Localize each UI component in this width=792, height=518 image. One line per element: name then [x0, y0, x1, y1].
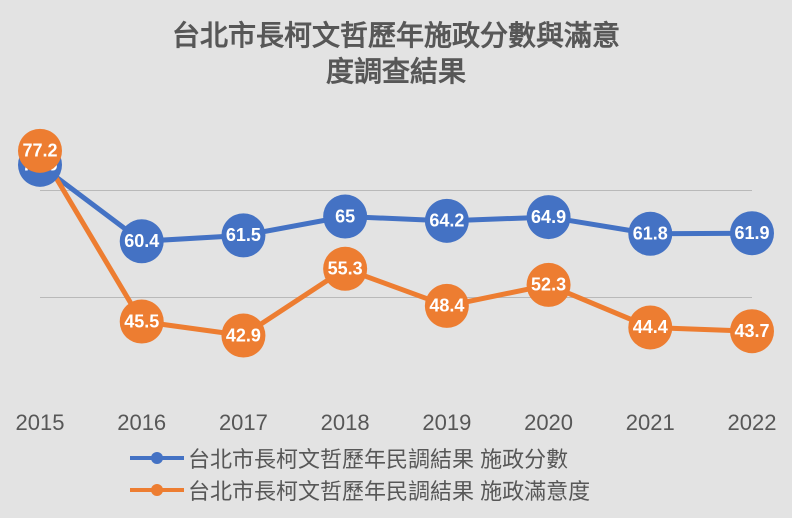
x-label-2019: 2019	[422, 410, 471, 436]
data-label-score-2019: 64.2	[429, 211, 464, 231]
legend: 台北市長柯文哲歷年民調結果 施政分數 台北市長柯文哲歷年民調結果 施政滿意度	[130, 442, 590, 506]
data-label-satisfaction-2022: 43.7	[734, 321, 769, 341]
data-label-satisfaction-2021: 44.4	[633, 317, 668, 337]
data-label-score-2016: 60.4	[124, 231, 159, 251]
series-svg: 74.660.461.56564.264.961.861.977.245.542…	[40, 125, 752, 405]
x-label-2020: 2020	[524, 410, 573, 436]
data-label-satisfaction-2016: 45.5	[124, 311, 159, 331]
data-label-score-2018: 65	[335, 206, 355, 226]
x-axis: 20152016201720182019202020212022	[40, 410, 752, 440]
data-label-score-2022: 61.9	[734, 223, 769, 243]
chart-container: 台北市長柯文哲歷年施政分數與滿意 度調查結果 74.660.461.56564.…	[20, 10, 772, 508]
data-label-satisfaction-2020: 52.3	[531, 275, 566, 295]
title-line-1: 台北市長柯文哲歷年施政分數與滿意	[172, 20, 620, 51]
data-label-score-2021: 61.8	[633, 224, 668, 244]
legend-item-satisfaction: 台北市長柯文哲歷年民調結果 施政滿意度	[130, 474, 590, 506]
chart-title: 台北市長柯文哲歷年施政分數與滿意 度調查結果	[20, 18, 772, 91]
legend-label-satisfaction: 台北市長柯文哲歷年民調結果 施政滿意度	[188, 474, 590, 506]
data-label-satisfaction-2017: 42.9	[226, 325, 261, 345]
legend-swatch-score	[130, 456, 184, 460]
data-label-satisfaction-2018: 55.3	[328, 259, 363, 279]
data-label-score-2020: 64.9	[531, 207, 566, 227]
x-label-2015: 2015	[16, 410, 65, 436]
data-label-satisfaction-2015: 77.2	[22, 141, 57, 161]
data-label-score-2017: 61.5	[226, 225, 261, 245]
x-label-2021: 2021	[626, 410, 675, 436]
x-label-2022: 2022	[728, 410, 777, 436]
plot-area: 74.660.461.56564.264.961.861.977.245.542…	[40, 125, 752, 405]
x-label-2017: 2017	[219, 410, 268, 436]
legend-item-score: 台北市長柯文哲歷年民調結果 施政分數	[130, 442, 590, 474]
data-label-satisfaction-2019: 48.4	[429, 296, 464, 316]
legend-swatch-satisfaction	[130, 488, 184, 492]
x-label-2016: 2016	[117, 410, 166, 436]
legend-label-score: 台北市長柯文哲歷年民調結果 施政分數	[188, 442, 568, 474]
title-line-2: 度調查結果	[326, 56, 466, 87]
x-label-2018: 2018	[321, 410, 370, 436]
